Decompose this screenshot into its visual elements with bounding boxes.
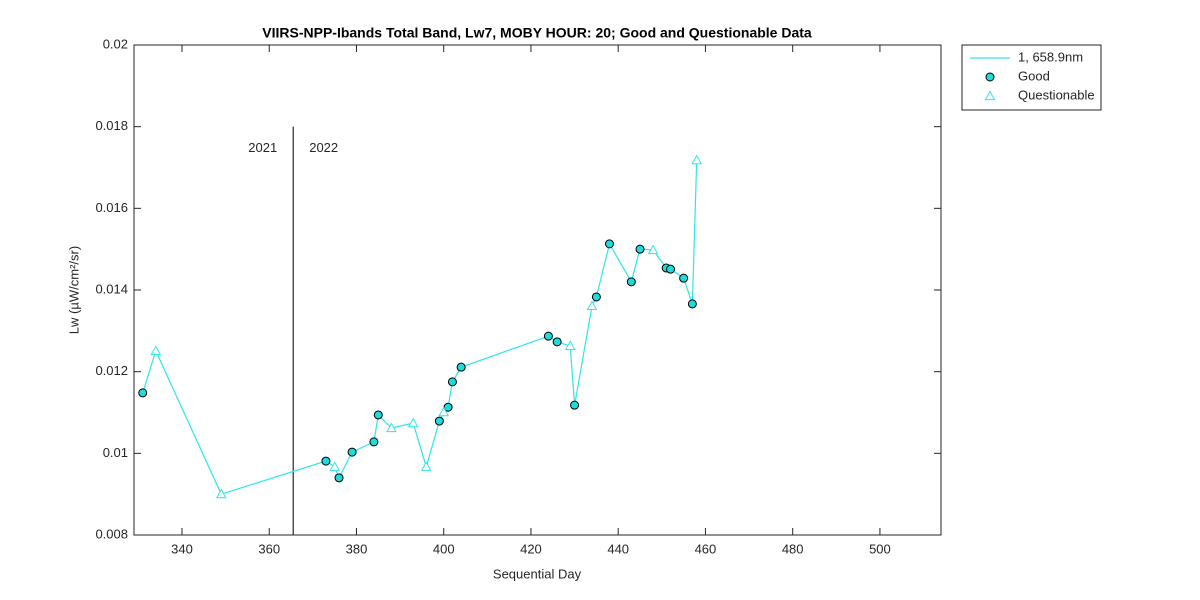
legend-label: Good [1018, 68, 1050, 83]
questionable-marker [407, 417, 419, 428]
questionable-marker [691, 154, 703, 165]
good-marker [334, 473, 344, 483]
x-tick-label: 420 [520, 541, 542, 556]
questionable-marker [586, 300, 598, 311]
good-marker [138, 388, 148, 398]
x-tick-label: 480 [782, 541, 804, 556]
good-marker [679, 273, 689, 283]
good-marker [434, 416, 444, 426]
questionable-marker [420, 461, 432, 471]
questionable-marker [150, 345, 162, 355]
questionable-marker [329, 461, 341, 471]
good-marker [456, 362, 466, 372]
x-tick-label: 360 [258, 541, 280, 556]
good-marker [447, 377, 457, 387]
y-tick-label: 0.008 [95, 526, 128, 541]
good-marker [591, 292, 601, 302]
questionable-marker [215, 488, 227, 499]
x-axis-label: Sequential Day [493, 566, 582, 581]
y-axis-label: Lw (µW/cm²/sr) [66, 246, 81, 334]
x-tick-label: 380 [346, 541, 368, 556]
x-tick-label: 400 [433, 541, 455, 556]
y-tick-label: 0.01 [103, 445, 128, 460]
y-tick-label: 0.018 [95, 118, 128, 133]
good-marker [321, 456, 331, 466]
good-marker [666, 264, 676, 274]
y-tick-label: 0.014 [95, 281, 128, 296]
annotation: 2022 [309, 140, 338, 155]
x-tick-label: 460 [695, 541, 717, 556]
legend-box [961, 44, 1102, 111]
y-tick-label: 0.012 [95, 363, 128, 378]
y-tick-label: 0.016 [95, 200, 128, 215]
legend-swatch [984, 90, 996, 101]
good-marker [626, 277, 636, 287]
questionable-marker [386, 422, 397, 433]
good-marker [687, 299, 697, 309]
x-tick-label: 340 [171, 541, 193, 556]
good-marker [373, 410, 383, 420]
good-marker [369, 437, 379, 447]
x-tick-label: 500 [869, 541, 891, 556]
good-marker [443, 402, 453, 412]
good-marker [347, 447, 357, 457]
annotation: 2021 [248, 140, 277, 155]
plot-area [133, 44, 942, 536]
good-marker [604, 239, 614, 249]
y-tick-label: 0.02 [103, 36, 128, 51]
good-marker [635, 244, 645, 254]
good-marker [570, 400, 580, 410]
legend-label: Questionable [1018, 87, 1095, 102]
legend-swatch [985, 72, 995, 82]
chart-title: VIIRS-NPP-Ibands Total Band, Lw7, MOBY H… [262, 25, 812, 41]
questionable-marker [564, 340, 576, 351]
good-marker [552, 337, 562, 347]
x-tick-label: 440 [607, 541, 629, 556]
questionable-marker [438, 406, 450, 417]
legend-label: 1, 658.9nm [1018, 49, 1083, 64]
good-marker [543, 331, 553, 341]
questionable-marker [647, 244, 659, 255]
